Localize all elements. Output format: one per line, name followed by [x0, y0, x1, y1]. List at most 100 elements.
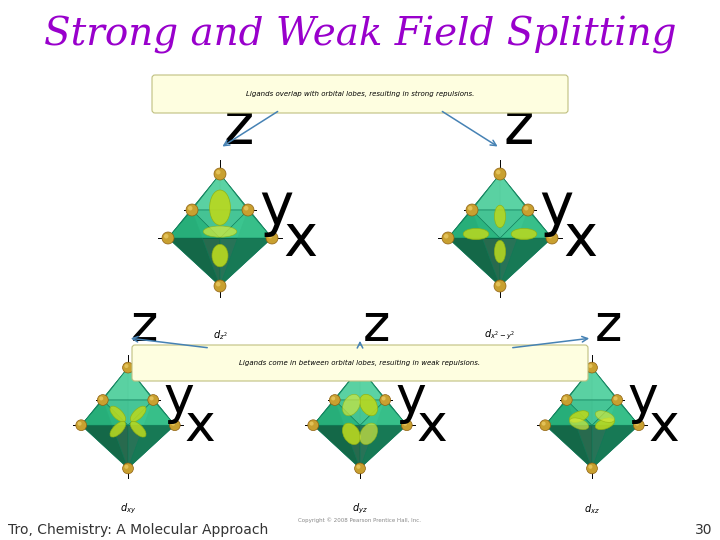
- Polygon shape: [500, 210, 552, 286]
- FancyBboxPatch shape: [152, 75, 568, 113]
- Circle shape: [355, 362, 365, 373]
- Polygon shape: [592, 368, 639, 425]
- Ellipse shape: [495, 205, 505, 227]
- Text: x: x: [185, 402, 215, 451]
- Ellipse shape: [360, 423, 377, 444]
- Polygon shape: [168, 210, 220, 238]
- Circle shape: [169, 420, 180, 430]
- Circle shape: [540, 420, 551, 430]
- Text: z: z: [595, 302, 622, 352]
- Circle shape: [242, 204, 254, 216]
- Text: y: y: [259, 180, 293, 237]
- Polygon shape: [313, 368, 360, 425]
- Polygon shape: [592, 400, 639, 468]
- Text: $d_{x^2-y^2}$: $d_{x^2-y^2}$: [485, 328, 516, 342]
- Polygon shape: [128, 400, 175, 468]
- Circle shape: [164, 234, 168, 239]
- Polygon shape: [360, 400, 407, 468]
- Polygon shape: [448, 174, 500, 238]
- Polygon shape: [81, 425, 128, 468]
- Circle shape: [402, 420, 412, 430]
- Text: $d_{xy}$: $d_{xy}$: [120, 502, 136, 516]
- Text: $d_{yz}$: $d_{yz}$: [352, 502, 368, 516]
- Polygon shape: [81, 400, 128, 468]
- Polygon shape: [360, 425, 407, 468]
- Circle shape: [244, 206, 248, 211]
- Text: x: x: [649, 402, 680, 451]
- Circle shape: [78, 422, 81, 426]
- Polygon shape: [545, 368, 592, 425]
- Circle shape: [356, 465, 361, 469]
- Circle shape: [188, 206, 192, 211]
- Circle shape: [635, 422, 639, 426]
- Ellipse shape: [203, 226, 237, 237]
- Polygon shape: [592, 425, 639, 468]
- Circle shape: [148, 395, 158, 406]
- Polygon shape: [335, 400, 385, 425]
- Text: Strong and Weak Field Splitting: Strong and Weak Field Splitting: [44, 16, 676, 54]
- Circle shape: [496, 282, 500, 287]
- Ellipse shape: [130, 406, 146, 422]
- Ellipse shape: [130, 421, 146, 437]
- Text: Copyright © 2008 Pearson Prentice Hall, Inc.: Copyright © 2008 Pearson Prentice Hall, …: [299, 517, 421, 523]
- Circle shape: [494, 280, 506, 292]
- Text: z: z: [223, 99, 253, 157]
- Polygon shape: [81, 400, 128, 425]
- Circle shape: [612, 395, 623, 406]
- Ellipse shape: [110, 421, 126, 437]
- Polygon shape: [313, 425, 360, 468]
- Ellipse shape: [495, 240, 505, 263]
- Circle shape: [494, 168, 506, 180]
- Text: y: y: [539, 180, 573, 237]
- Polygon shape: [545, 400, 592, 468]
- Text: Tro, Chemistry: A Molecular Approach: Tro, Chemistry: A Molecular Approach: [8, 523, 269, 537]
- Polygon shape: [472, 210, 528, 238]
- Polygon shape: [168, 238, 220, 286]
- Circle shape: [613, 396, 618, 401]
- Polygon shape: [545, 400, 592, 425]
- Polygon shape: [500, 238, 552, 286]
- Circle shape: [99, 396, 103, 401]
- Polygon shape: [168, 174, 220, 238]
- Ellipse shape: [212, 245, 228, 267]
- Polygon shape: [592, 400, 639, 425]
- Polygon shape: [448, 210, 500, 286]
- Circle shape: [541, 422, 546, 426]
- Circle shape: [587, 362, 598, 373]
- Text: y: y: [395, 374, 426, 423]
- Circle shape: [356, 364, 361, 368]
- Polygon shape: [220, 210, 272, 238]
- Text: x: x: [563, 211, 598, 268]
- Circle shape: [214, 168, 226, 180]
- Polygon shape: [220, 238, 272, 286]
- Circle shape: [330, 395, 340, 406]
- Text: z: z: [131, 302, 158, 352]
- Circle shape: [125, 364, 128, 368]
- Circle shape: [444, 234, 449, 239]
- Ellipse shape: [570, 418, 589, 430]
- Text: 30: 30: [695, 523, 712, 537]
- Polygon shape: [81, 368, 128, 425]
- Polygon shape: [128, 425, 175, 468]
- Ellipse shape: [110, 406, 126, 422]
- Polygon shape: [360, 368, 407, 425]
- FancyBboxPatch shape: [132, 345, 588, 381]
- Circle shape: [216, 282, 220, 287]
- Polygon shape: [448, 174, 500, 238]
- Text: Ligands come in between orbital lobes, resulting in weak repulsions.: Ligands come in between orbital lobes, r…: [240, 360, 480, 366]
- Ellipse shape: [595, 411, 615, 422]
- Circle shape: [268, 234, 272, 239]
- Circle shape: [355, 463, 365, 474]
- Ellipse shape: [570, 411, 589, 422]
- Circle shape: [563, 396, 567, 401]
- Text: y: y: [163, 374, 194, 423]
- Polygon shape: [192, 210, 248, 238]
- Circle shape: [122, 463, 133, 474]
- Circle shape: [162, 232, 174, 244]
- Polygon shape: [103, 400, 153, 425]
- Text: x: x: [283, 211, 318, 268]
- Circle shape: [588, 364, 593, 368]
- Circle shape: [588, 465, 593, 469]
- Polygon shape: [313, 400, 360, 425]
- Text: Ligands overlap with orbital lobes, resulting in strong repulsions.: Ligands overlap with orbital lobes, resu…: [246, 91, 474, 97]
